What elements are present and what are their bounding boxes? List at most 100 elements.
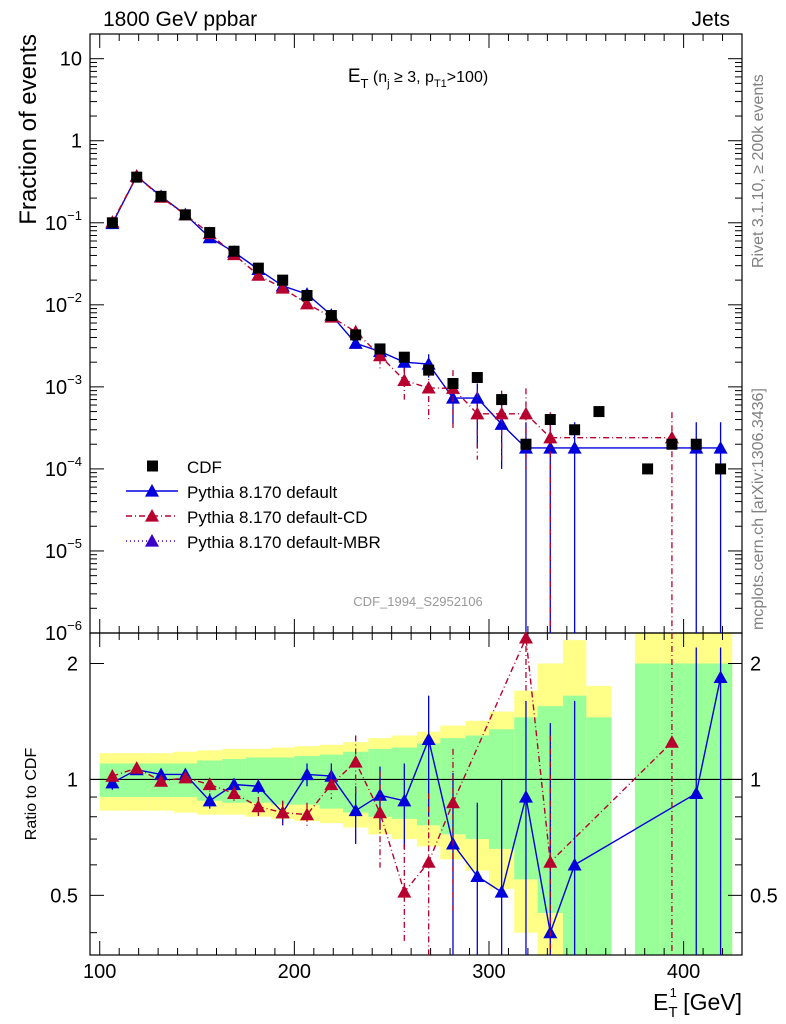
analysis-watermark: CDF_1994_S2952106 xyxy=(353,594,482,609)
legend-entry: Pythia 8.170 default xyxy=(187,483,338,502)
ratio-data-point xyxy=(227,777,242,791)
ratio-data-point xyxy=(664,735,679,748)
legend-entry: Pythia 8.170 default-CD xyxy=(187,508,368,527)
data-point xyxy=(447,377,459,389)
ratio-tick-label: 0.5 xyxy=(50,885,78,907)
data-point xyxy=(543,430,558,444)
inner-band-bin xyxy=(634,663,661,955)
inner-band-bin xyxy=(660,663,684,955)
inner-band-bin xyxy=(465,735,489,840)
ratio-series-default-cd xyxy=(105,630,679,955)
ratio-data-point xyxy=(397,793,412,807)
data-point xyxy=(179,209,191,221)
data-point xyxy=(715,463,727,475)
ratio-data-point xyxy=(445,795,460,809)
data-point xyxy=(690,438,702,450)
ratio-data-point xyxy=(518,630,533,644)
data-point xyxy=(398,351,410,363)
series-line xyxy=(111,175,721,449)
ratio-data-point xyxy=(372,805,387,819)
y-tick-label: 10−2 xyxy=(45,290,82,317)
y-tick-label: 10−4 xyxy=(45,454,82,481)
data-point xyxy=(350,329,362,341)
ratio-data-point xyxy=(494,885,509,898)
ratio-data-point xyxy=(227,786,242,799)
ratio-tick-label-right: 1 xyxy=(750,769,761,791)
data-point xyxy=(106,217,118,229)
legend-marker xyxy=(145,484,159,497)
process-label: Jets xyxy=(691,8,730,31)
ratio-data-point xyxy=(348,803,363,817)
ratio-series-line xyxy=(112,635,673,894)
data-point xyxy=(155,190,167,202)
uncertainty-bands xyxy=(99,633,733,955)
ratio-tick-label-right: 2 xyxy=(750,653,761,675)
ratio-data-point xyxy=(178,770,193,784)
data-point xyxy=(325,310,337,322)
series-line xyxy=(111,175,672,439)
ratio-data-point xyxy=(348,754,363,768)
data-point xyxy=(666,438,678,450)
data-point xyxy=(494,406,509,420)
ratio-data-point xyxy=(324,777,339,791)
x-tick-label: 400 xyxy=(667,961,700,983)
ratio-tick-label-right: 0.5 xyxy=(750,885,778,907)
ratio-data-point xyxy=(300,767,315,781)
ratio-data-point xyxy=(275,805,290,819)
legend-marker xyxy=(145,534,159,547)
data-point xyxy=(348,336,363,349)
ratio-data-point xyxy=(154,774,169,787)
data-point xyxy=(374,343,386,355)
data-point xyxy=(131,171,143,183)
data-point xyxy=(300,296,315,310)
legend-marker xyxy=(147,460,158,472)
ratio-data-point xyxy=(202,793,217,807)
ratio-data-point xyxy=(251,799,266,813)
data-point xyxy=(471,372,483,384)
legend-entry: Pythia 8.170 default-MBR xyxy=(187,533,381,552)
ratio-data-point xyxy=(543,855,558,868)
ratio-plot-frame xyxy=(89,632,743,956)
ratio-data-point xyxy=(421,855,436,868)
inner-band-bin xyxy=(586,717,612,955)
data-point xyxy=(277,274,289,286)
ratio-data-point xyxy=(397,885,412,898)
ratio-tick-label: 2 xyxy=(67,653,78,675)
data-point xyxy=(494,417,509,430)
legend: CDF Pythia 8.170 default Pythia 8.170 defa… xyxy=(126,458,381,552)
data-point xyxy=(275,281,290,294)
series-default xyxy=(105,169,728,633)
y-tick-label: 10−6 xyxy=(45,618,82,645)
data-point xyxy=(372,348,387,362)
ratio-data-point xyxy=(154,767,169,781)
ratio-data-point xyxy=(470,869,485,882)
data-point xyxy=(470,391,485,404)
ratio-data-point xyxy=(567,857,582,871)
ratio-data-point xyxy=(129,761,144,774)
legend-marker xyxy=(145,509,159,522)
y-axis-label: Fraction of events xyxy=(15,34,42,225)
series-default-cd xyxy=(105,169,679,633)
data-point xyxy=(421,380,436,394)
ratio-data-point xyxy=(105,775,120,789)
ratio-tick-label: 1 xyxy=(67,769,78,791)
x-tick-label: 200 xyxy=(278,961,311,983)
ratio-data-point xyxy=(202,777,217,791)
ratio-data-point xyxy=(300,807,315,821)
data-point xyxy=(520,438,532,450)
energy-label: 1800 GeV ppbar xyxy=(103,8,258,31)
y-tick-label: 10−1 xyxy=(45,208,82,235)
data-point xyxy=(301,289,313,301)
data-point xyxy=(713,440,728,454)
x-tick-label: 300 xyxy=(472,961,505,983)
data-point xyxy=(642,463,654,475)
y-tick-label: 10 xyxy=(60,49,82,71)
series-cdf xyxy=(106,171,727,475)
inner-band-bin xyxy=(271,757,295,805)
data-point xyxy=(543,440,558,454)
y-tick-label: 10−5 xyxy=(45,536,82,563)
data-point xyxy=(397,373,412,386)
ratio-data-point xyxy=(713,670,728,684)
data-point xyxy=(423,364,435,376)
